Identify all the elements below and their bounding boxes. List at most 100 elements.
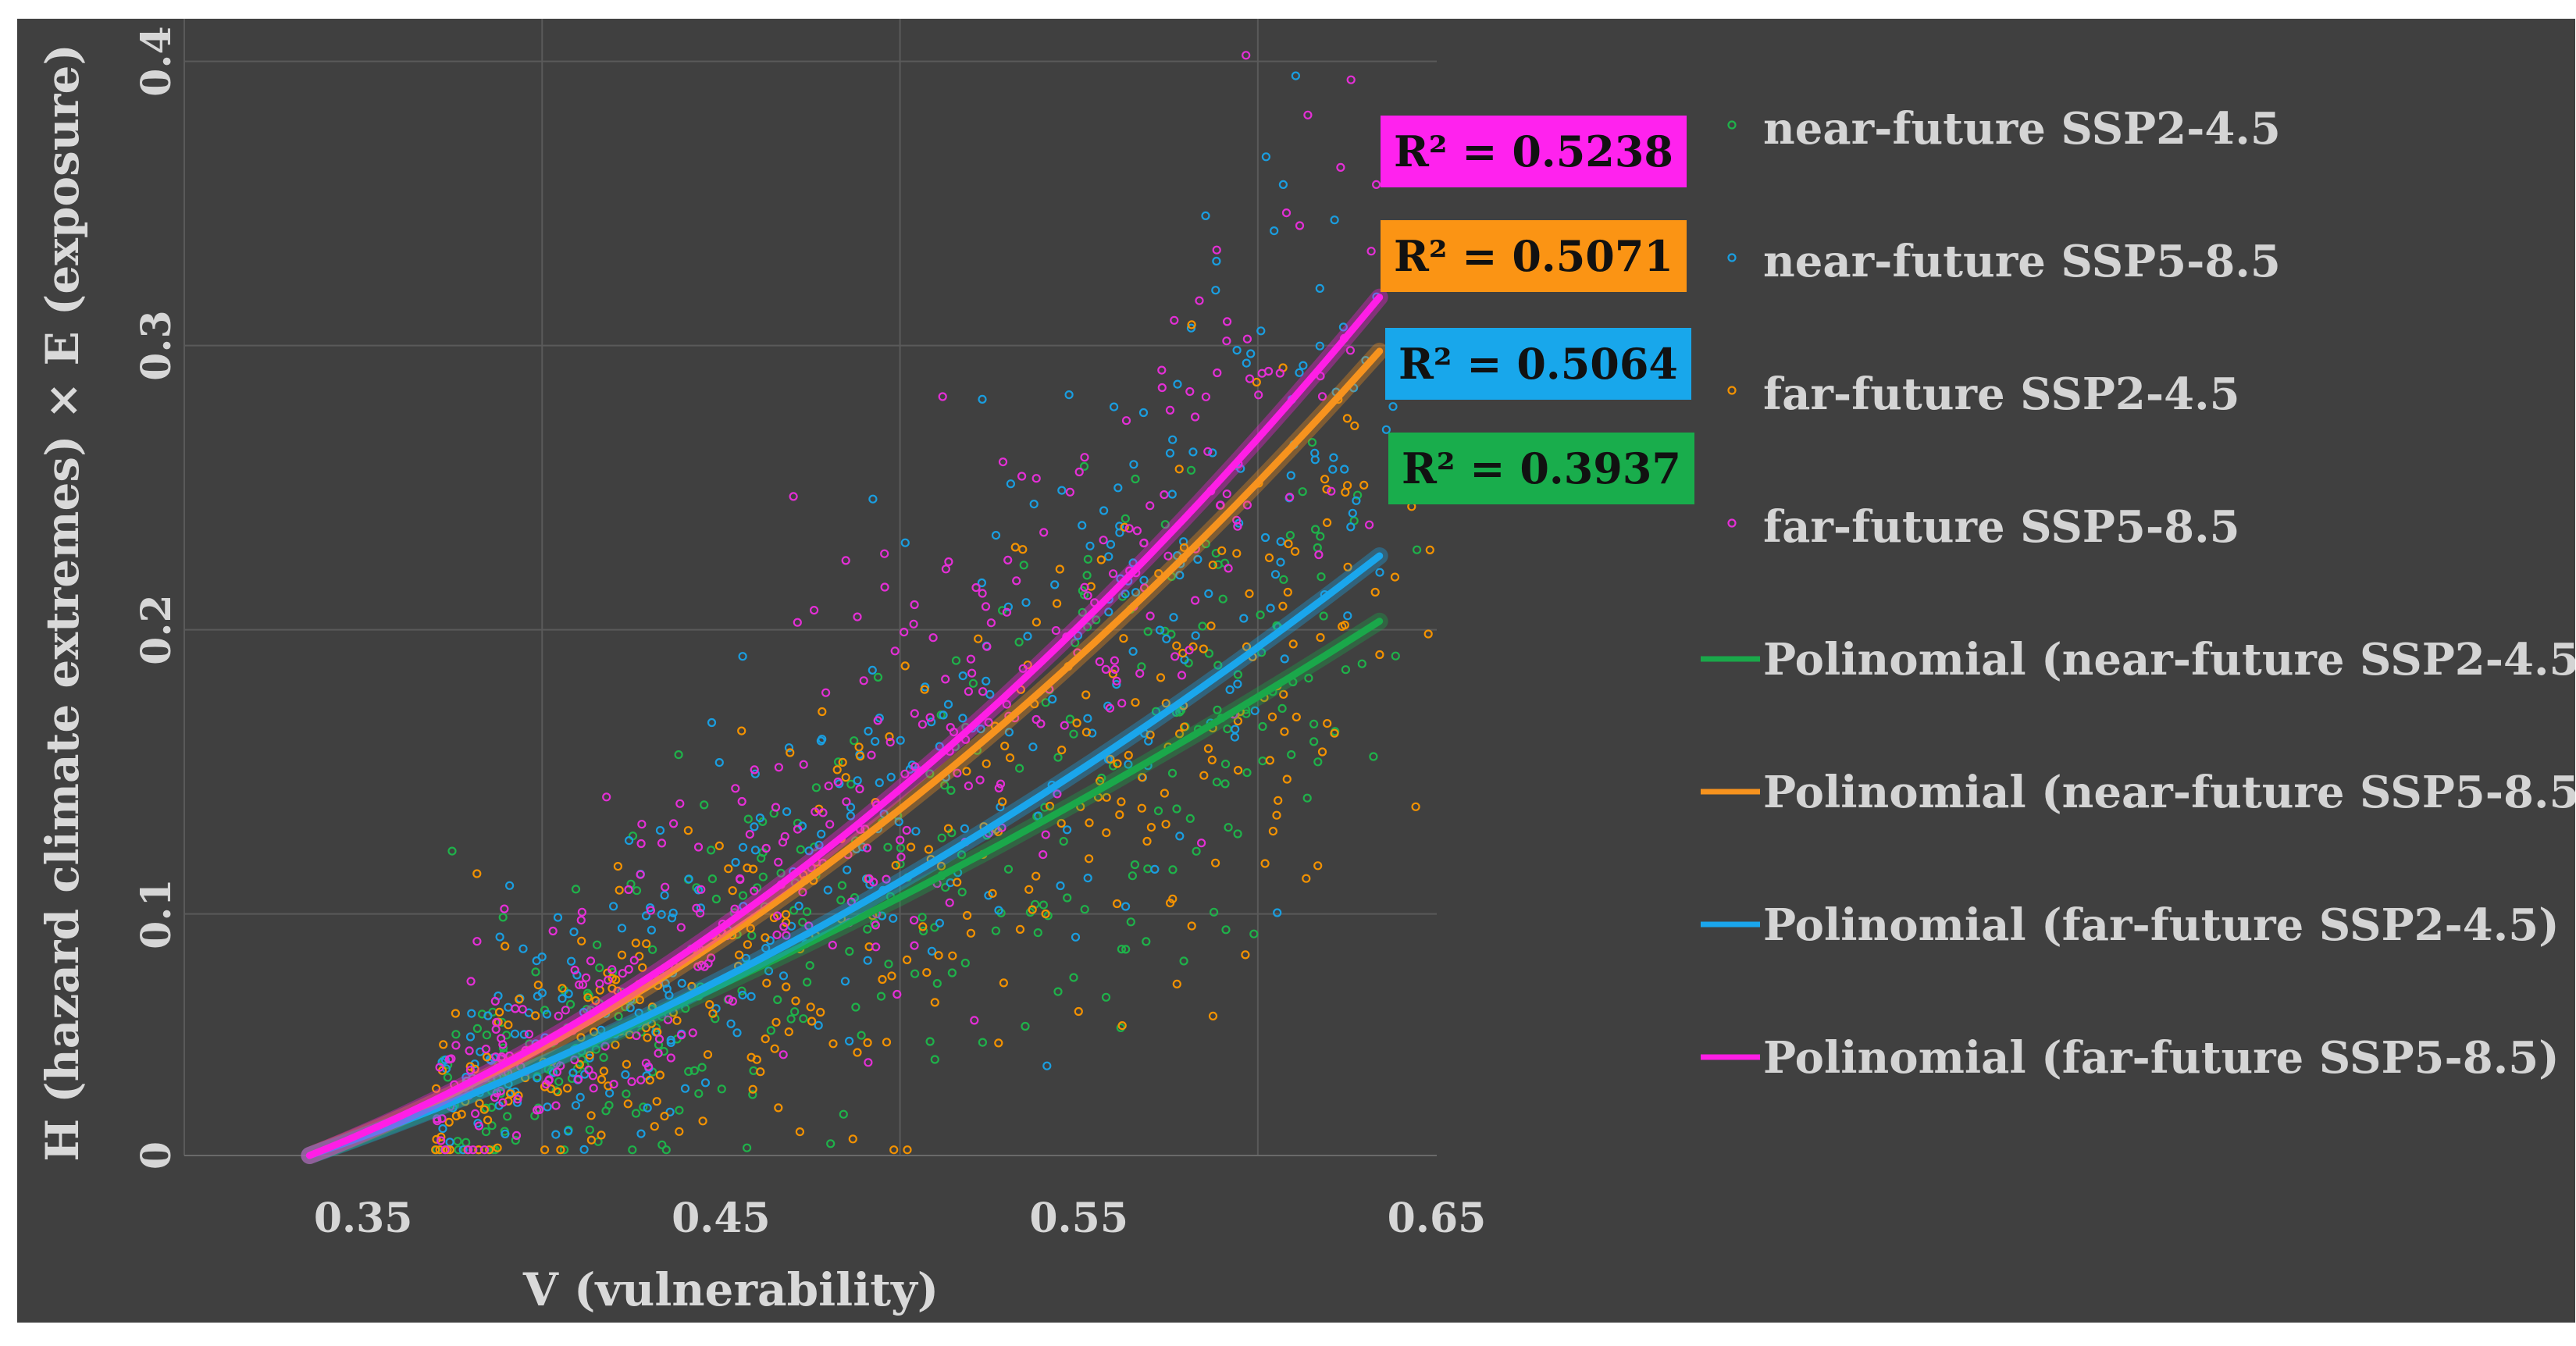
data-point <box>654 1049 663 1058</box>
data-point <box>604 1088 615 1098</box>
data-point <box>1078 521 1087 530</box>
data-point <box>816 736 826 746</box>
data-point <box>1056 881 1065 891</box>
data-point <box>643 1033 652 1042</box>
data-point <box>804 846 814 856</box>
data-point <box>1034 811 1043 821</box>
data-point <box>996 779 1006 789</box>
data-point <box>988 888 997 898</box>
data-point <box>1213 368 1222 378</box>
data-point <box>650 1122 659 1131</box>
legend-item: Polinomial (near-future SSP2-4.5) <box>1701 634 2575 685</box>
data-point <box>779 922 789 931</box>
scatter-chart: 0.35 0.45 0.55 0.65 0 0.1 0.2 0.3 0.4 V (vulner… <box>36 19 2575 1316</box>
data-point <box>875 778 884 788</box>
data-point <box>1239 614 1249 623</box>
data-point <box>886 772 896 782</box>
data-point <box>1102 792 1111 802</box>
data-point <box>900 627 909 637</box>
data-point <box>938 392 947 401</box>
data-point <box>1165 448 1175 458</box>
data-point <box>1157 365 1167 375</box>
data-point <box>948 951 957 960</box>
data-point <box>628 831 638 841</box>
data-point <box>1295 221 1305 230</box>
data-point <box>703 1050 713 1059</box>
data-point <box>482 1031 492 1040</box>
data-point <box>581 973 591 982</box>
data-point <box>481 1127 491 1137</box>
data-point <box>1101 664 1110 675</box>
data-point <box>1121 945 1131 954</box>
data-point <box>1017 472 1027 481</box>
data-point <box>491 1052 501 1062</box>
data-point <box>741 953 751 963</box>
data-point <box>553 913 563 922</box>
r2-label-box: R² = 0.5071 <box>1381 220 1687 292</box>
data-point <box>514 1091 523 1100</box>
data-point <box>781 910 791 919</box>
data-point <box>1142 836 1152 846</box>
data-point <box>689 1066 699 1075</box>
data-point <box>833 757 843 767</box>
data-point <box>1059 836 1068 846</box>
data-point <box>636 1075 646 1084</box>
data-point <box>1260 532 1270 543</box>
data-point <box>1175 571 1185 580</box>
data-point <box>584 1065 593 1075</box>
data-point <box>571 885 581 894</box>
data-point <box>935 918 945 928</box>
data-point <box>1412 545 1422 554</box>
data-point <box>470 1109 480 1119</box>
data-point <box>1072 718 1081 728</box>
data-point <box>1346 522 1356 532</box>
data-point <box>643 1062 654 1071</box>
data-point <box>878 974 887 985</box>
r2-value: R² = 0.3937 <box>1402 443 1681 493</box>
data-point <box>986 618 996 628</box>
data-point <box>548 926 558 936</box>
data-point <box>1104 552 1113 561</box>
data-point <box>779 1050 788 1059</box>
data-point <box>1119 634 1128 643</box>
data-point <box>472 869 482 878</box>
data-point <box>1256 326 1266 336</box>
data-point <box>758 872 768 881</box>
data-point <box>717 1084 726 1094</box>
data-point <box>497 1052 507 1062</box>
data-point <box>483 1011 493 1020</box>
data-point <box>1314 550 1324 560</box>
data-point <box>814 840 824 850</box>
data-point <box>876 992 886 1001</box>
data-point <box>1163 551 1173 561</box>
data-point <box>458 1145 468 1155</box>
data-point <box>782 807 792 817</box>
data-point <box>558 994 567 1003</box>
data-point <box>737 986 746 995</box>
data-point <box>1085 541 1095 550</box>
data-point <box>675 1127 684 1136</box>
data-point <box>1169 613 1178 622</box>
data-point <box>1069 729 1078 739</box>
data-point <box>1004 728 1014 737</box>
data-point <box>1095 776 1105 786</box>
data-point <box>1198 621 1207 631</box>
data-point <box>1135 668 1145 678</box>
data-point <box>1196 839 1206 848</box>
data-point <box>873 716 882 725</box>
data-point <box>1260 859 1270 868</box>
data-point <box>652 1097 661 1106</box>
data-point <box>1036 719 1046 728</box>
data-point <box>1317 392 1327 401</box>
data-point <box>1112 899 1122 909</box>
data-point <box>862 843 872 853</box>
data-point <box>494 1007 504 1017</box>
data-point <box>575 1092 585 1102</box>
data-point <box>613 861 623 871</box>
legend-marker-icon <box>1727 518 1737 528</box>
data-point <box>637 820 647 829</box>
legend-label: Polinomial (near-future SSP5-8.5) <box>1763 767 2575 818</box>
data-point <box>731 784 740 793</box>
data-point <box>1345 346 1356 355</box>
data-point <box>531 967 540 977</box>
